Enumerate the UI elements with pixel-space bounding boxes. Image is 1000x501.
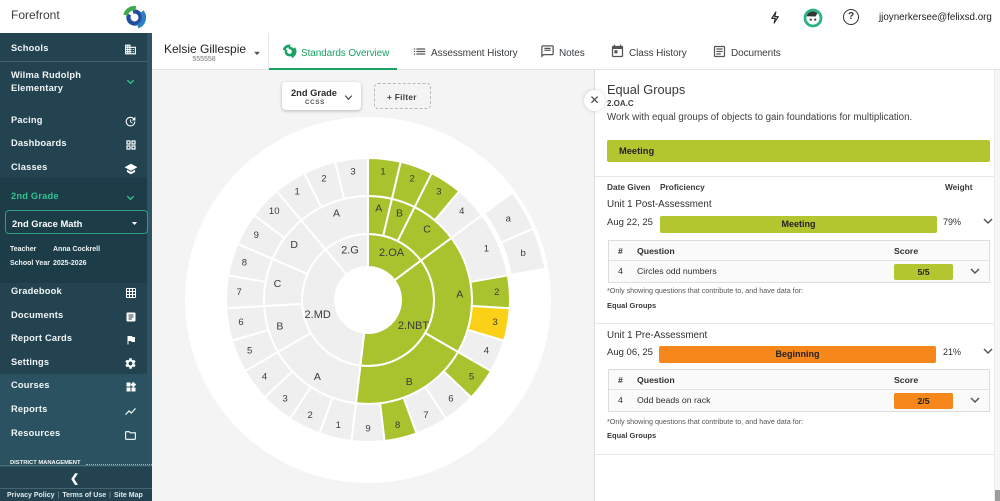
svg-text:A: A (456, 289, 463, 301)
svg-text:5: 5 (247, 346, 252, 357)
svg-text:8: 8 (395, 420, 400, 431)
svg-text:a: a (506, 214, 512, 225)
svg-text:3: 3 (350, 166, 355, 177)
svg-text:C: C (423, 224, 431, 236)
svg-text:3: 3 (492, 317, 497, 328)
svg-text:2.G: 2.G (341, 245, 359, 257)
svg-text:4: 4 (484, 346, 489, 357)
svg-text:B: B (406, 376, 413, 388)
svg-text:6: 6 (238, 317, 243, 328)
svg-text:1: 1 (380, 166, 385, 177)
svg-text:1: 1 (336, 420, 341, 431)
svg-text:2.NBT: 2.NBT (398, 320, 429, 332)
svg-text:B: B (276, 320, 283, 332)
svg-text:B: B (396, 208, 403, 220)
svg-text:1: 1 (484, 243, 489, 254)
svg-text:2.MD: 2.MD (305, 309, 331, 321)
svg-text:5: 5 (469, 372, 474, 383)
svg-text:A: A (333, 208, 340, 220)
svg-text:7: 7 (423, 410, 428, 421)
svg-text:10: 10 (269, 206, 280, 217)
svg-text:1: 1 (294, 187, 299, 198)
svg-text:8: 8 (242, 258, 247, 269)
svg-text:9: 9 (254, 230, 259, 241)
svg-text:C: C (274, 278, 282, 290)
svg-text:2: 2 (321, 173, 326, 184)
svg-text:4: 4 (262, 372, 267, 383)
svg-text:2: 2 (307, 410, 312, 421)
svg-text:2: 2 (494, 287, 499, 298)
svg-text:3: 3 (436, 187, 441, 198)
svg-text:2: 2 (409, 173, 414, 184)
svg-text:9: 9 (365, 424, 370, 435)
svg-text:7: 7 (237, 287, 242, 298)
svg-text:A: A (314, 371, 321, 383)
svg-text:6: 6 (448, 393, 453, 404)
svg-text:D: D (290, 239, 298, 251)
svg-text:A: A (375, 203, 382, 215)
svg-text:4: 4 (459, 206, 464, 217)
svg-text:b: b (521, 248, 526, 259)
svg-text:2.OA: 2.OA (379, 247, 405, 259)
svg-text:3: 3 (282, 393, 287, 404)
